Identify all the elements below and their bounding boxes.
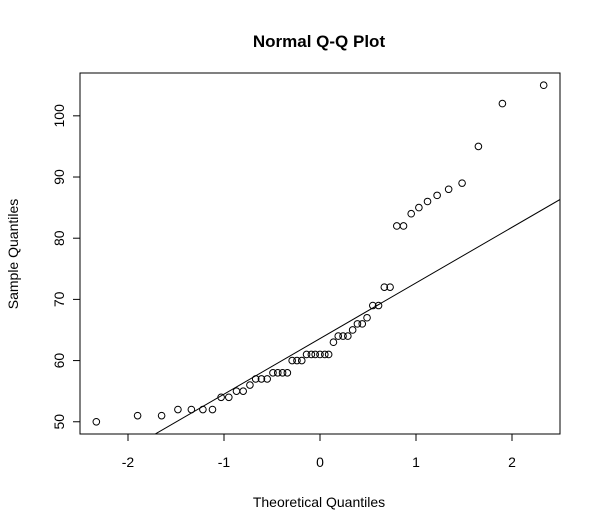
data-point [369, 301, 377, 310]
data-point [329, 338, 338, 347]
y-tick-label: 70 [51, 291, 67, 307]
data-point [433, 191, 441, 200]
data-point [269, 369, 277, 377]
data-point [348, 326, 357, 334]
data-point [225, 393, 233, 402]
chart-title: Normal Q-Q Plot [253, 32, 386, 51]
data-point [157, 411, 166, 420]
data-point [407, 209, 416, 218]
data-point [498, 99, 507, 108]
data-point [474, 142, 483, 151]
x-tick-label: 2 [508, 454, 516, 470]
data-point [278, 369, 287, 377]
data-point [246, 381, 254, 389]
data-point [386, 283, 394, 291]
data-point [374, 301, 383, 310]
data-point [380, 283, 389, 291]
data-point [316, 350, 324, 359]
y-tick-label: 60 [51, 353, 67, 369]
y-tick-label: 90 [51, 169, 67, 185]
data-point [257, 375, 266, 383]
data-point [415, 203, 423, 212]
x-tick-label: -1 [218, 454, 231, 470]
data-point [358, 320, 367, 328]
data-point [324, 350, 333, 359]
data-point [444, 185, 453, 194]
data-point [297, 356, 306, 365]
data-point [251, 375, 260, 383]
data-point [539, 81, 548, 90]
data-point [283, 369, 292, 377]
data-point [199, 405, 207, 414]
data-point [363, 313, 371, 322]
data-point [232, 387, 241, 395]
data-point [208, 405, 217, 414]
reference-line [154, 198, 560, 434]
data-point [353, 320, 362, 328]
data-point [263, 375, 272, 383]
x-axis: -2 -1 0 1 2 [122, 433, 516, 470]
data-point [187, 405, 196, 414]
data-point [174, 405, 182, 414]
data-point [344, 332, 352, 340]
data-points [92, 81, 548, 426]
data-point [307, 350, 316, 359]
y-axis-label: Sample Quantiles [5, 199, 21, 310]
data-point [288, 356, 296, 365]
y-axis: 50 60 70 80 90 100 [51, 104, 81, 430]
data-point [217, 393, 225, 402]
y-tick-label: 100 [51, 104, 67, 128]
x-tick-label: 0 [316, 454, 324, 470]
data-point [311, 350, 320, 359]
plot-frame [79, 72, 561, 435]
data-point [293, 356, 301, 365]
data-point [133, 411, 142, 420]
data-point [321, 350, 329, 359]
data-point [273, 369, 282, 377]
x-tick-label: 1 [412, 454, 420, 470]
data-point [423, 197, 432, 206]
y-tick-label: 80 [51, 230, 67, 246]
data-point [339, 332, 347, 340]
data-point [458, 179, 466, 187]
data-point [334, 332, 343, 340]
x-tick-label: -2 [122, 454, 135, 470]
y-tick-label: 50 [51, 414, 67, 430]
data-point [92, 417, 101, 426]
data-point [302, 350, 311, 359]
x-axis-label: Theoretical Quantiles [253, 494, 385, 510]
data-point [399, 222, 408, 230]
data-point [239, 387, 247, 395]
data-point [393, 222, 401, 230]
